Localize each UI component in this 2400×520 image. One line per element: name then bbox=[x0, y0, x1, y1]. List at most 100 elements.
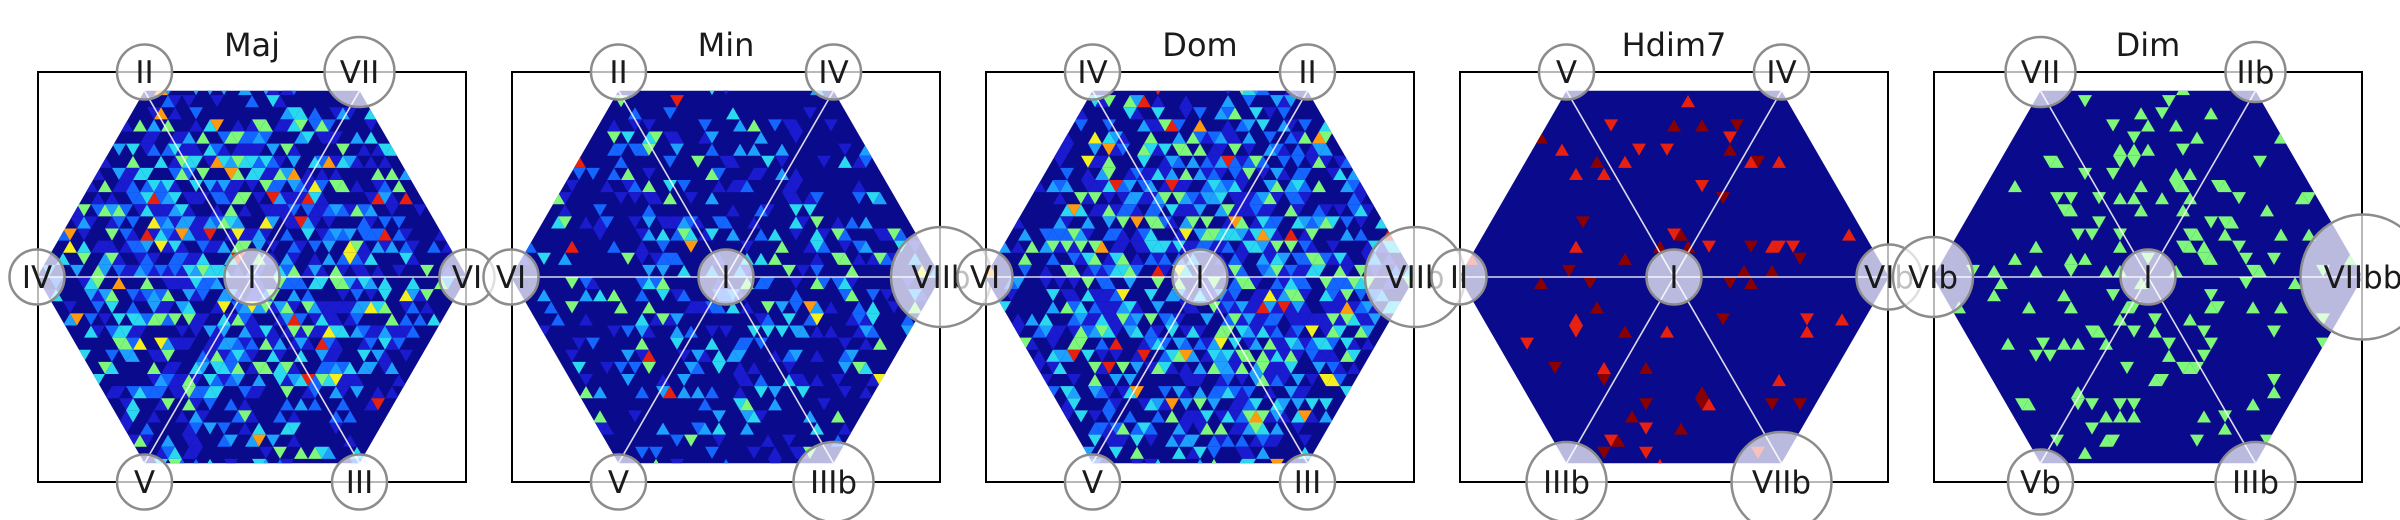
heat-cell bbox=[1256, 446, 1270, 459]
heat-cell bbox=[1186, 373, 1200, 387]
heat-cell bbox=[238, 337, 252, 350]
heat-cell bbox=[49, 325, 63, 338]
heat-cell bbox=[196, 264, 210, 277]
heat-cell bbox=[684, 240, 698, 253]
heat-cell bbox=[1158, 361, 1172, 374]
heat-cell bbox=[1737, 264, 1751, 277]
heat-cell bbox=[1151, 325, 1165, 338]
heat-cell bbox=[768, 252, 782, 265]
heat-cell bbox=[1702, 398, 1716, 411]
heat-cell bbox=[2120, 301, 2134, 314]
heat-cell bbox=[168, 204, 182, 217]
node-label: VI bbox=[970, 260, 1000, 296]
heat-cell bbox=[1109, 289, 1123, 302]
heat-cell bbox=[399, 349, 413, 362]
heat-cell bbox=[196, 313, 210, 326]
heat-cell bbox=[406, 325, 420, 338]
heat-cell bbox=[901, 167, 915, 181]
heat-cell bbox=[399, 192, 413, 205]
heat-cell bbox=[308, 264, 322, 277]
heat-cell bbox=[63, 240, 77, 253]
heat-cell bbox=[1011, 313, 1025, 326]
heat-cell bbox=[2141, 119, 2155, 132]
heat-cell bbox=[2092, 325, 2106, 338]
heat-cell bbox=[189, 155, 203, 168]
heat-cell bbox=[2050, 155, 2064, 168]
heat-cell bbox=[350, 313, 364, 326]
heat-cell bbox=[1249, 289, 1263, 302]
heat-cell bbox=[329, 155, 343, 168]
heat-cell bbox=[1674, 422, 1688, 435]
heat-cell bbox=[1333, 264, 1347, 277]
heat-cell bbox=[287, 410, 301, 423]
heat-cell bbox=[1235, 325, 1249, 338]
heat-cell bbox=[1242, 313, 1256, 326]
heat-cell bbox=[217, 240, 231, 253]
heat-cell bbox=[371, 325, 385, 338]
heat-cell bbox=[1081, 216, 1095, 229]
heat-cell bbox=[189, 373, 203, 387]
heat-cell bbox=[1235, 410, 1249, 423]
heat-cell bbox=[1256, 325, 1270, 338]
heat-cell bbox=[1214, 422, 1228, 435]
heat-cell bbox=[224, 313, 238, 326]
heat-cell bbox=[308, 277, 322, 290]
heat-cell bbox=[1179, 204, 1193, 217]
heat-cell bbox=[796, 373, 810, 387]
heat-cell bbox=[308, 252, 322, 265]
heat-cell bbox=[2267, 325, 2281, 338]
heat-cell bbox=[147, 361, 161, 374]
heat-cell bbox=[420, 264, 434, 277]
heat-cell bbox=[600, 422, 614, 435]
heat-cell bbox=[1312, 361, 1326, 374]
heat-cell bbox=[1242, 192, 1256, 205]
heat-cell bbox=[1312, 349, 1326, 362]
heat-cell bbox=[350, 289, 364, 302]
heat-cell bbox=[649, 277, 663, 290]
heat-cell bbox=[1165, 216, 1179, 229]
heat-cell bbox=[607, 240, 621, 253]
heat-cell bbox=[775, 167, 789, 181]
heat-cell bbox=[2057, 337, 2071, 350]
heat-cell bbox=[2267, 252, 2281, 265]
heat-cell bbox=[168, 313, 182, 326]
heat-cell bbox=[670, 434, 684, 447]
heat-cell bbox=[301, 192, 315, 205]
node-circle bbox=[1537, 43, 1596, 101]
heat-cell bbox=[210, 240, 224, 253]
heat-cell bbox=[329, 167, 343, 181]
heat-cell bbox=[2274, 301, 2288, 314]
heat-cell bbox=[1235, 167, 1249, 181]
heat-cell bbox=[1053, 192, 1067, 205]
heat-cell bbox=[1025, 131, 1039, 144]
heat-cell bbox=[831, 252, 845, 265]
heat-cell bbox=[119, 337, 133, 350]
heat-cell bbox=[1312, 143, 1326, 156]
heat-cell bbox=[663, 155, 677, 168]
heat-cell bbox=[1235, 204, 1249, 217]
heat-cell bbox=[189, 386, 203, 399]
heat-cell bbox=[1319, 289, 1333, 302]
heat-cell bbox=[789, 119, 803, 132]
heat-cell bbox=[621, 325, 635, 338]
heat-cell bbox=[1291, 301, 1305, 314]
heat-cell bbox=[287, 216, 301, 229]
heat-cell bbox=[2176, 143, 2190, 156]
heat-cell bbox=[1172, 155, 1186, 168]
node-iv: IV bbox=[1063, 43, 1122, 101]
heat-cell bbox=[2050, 192, 2064, 205]
heat-cell bbox=[182, 252, 196, 265]
heat-cell bbox=[2183, 228, 2197, 241]
heat-cell bbox=[1242, 386, 1256, 399]
heat-cell bbox=[2071, 228, 2085, 241]
heat-cell bbox=[1172, 143, 1186, 156]
heat-cell bbox=[259, 216, 273, 229]
heat-cell bbox=[364, 155, 378, 168]
heat-cell bbox=[2239, 277, 2253, 290]
heat-cell bbox=[154, 240, 168, 253]
heat-cell bbox=[901, 386, 915, 399]
heat-cell bbox=[1520, 337, 1534, 350]
heat-cell bbox=[245, 386, 259, 399]
heat-cell bbox=[670, 131, 684, 144]
heat-cell bbox=[2190, 228, 2204, 241]
